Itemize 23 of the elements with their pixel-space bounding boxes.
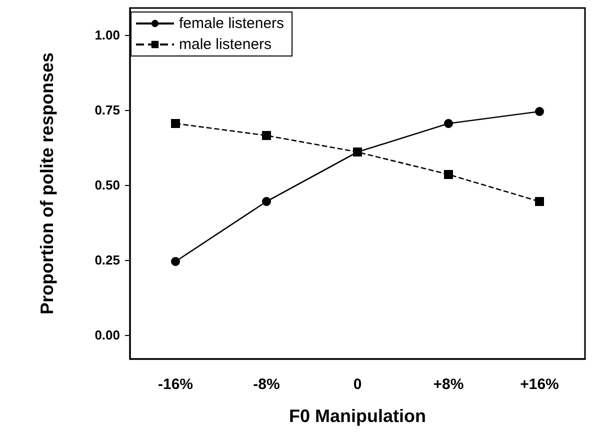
- legend-label: female listeners: [179, 15, 284, 32]
- point: [171, 119, 180, 128]
- x-tick-label: +8%: [433, 376, 464, 393]
- point: [262, 197, 271, 206]
- point: [444, 119, 453, 128]
- y-tick-label: 0.75: [94, 102, 120, 118]
- x-tick-label: -16%: [158, 376, 194, 393]
- x-tick-label: 0: [353, 376, 362, 393]
- x-tick-label: -8%: [253, 376, 280, 393]
- point: [535, 107, 544, 116]
- point: [444, 170, 453, 179]
- y-tick-label: 0.25: [94, 252, 120, 268]
- x-axis-title: F0 Manipulation: [289, 406, 426, 426]
- y-tick-label: 0.00: [94, 328, 120, 342]
- point: [535, 197, 544, 206]
- point: [262, 131, 271, 140]
- point: [353, 148, 362, 156]
- legend-label: male listeners: [179, 36, 272, 53]
- y-axis-title: Proportion of polite responses: [37, 52, 57, 315]
- point: [171, 257, 180, 266]
- y-tick-label: 0.50: [94, 178, 120, 192]
- x-tick-label: +16%: [520, 376, 559, 393]
- y-tick-label: 1.00: [94, 28, 120, 42]
